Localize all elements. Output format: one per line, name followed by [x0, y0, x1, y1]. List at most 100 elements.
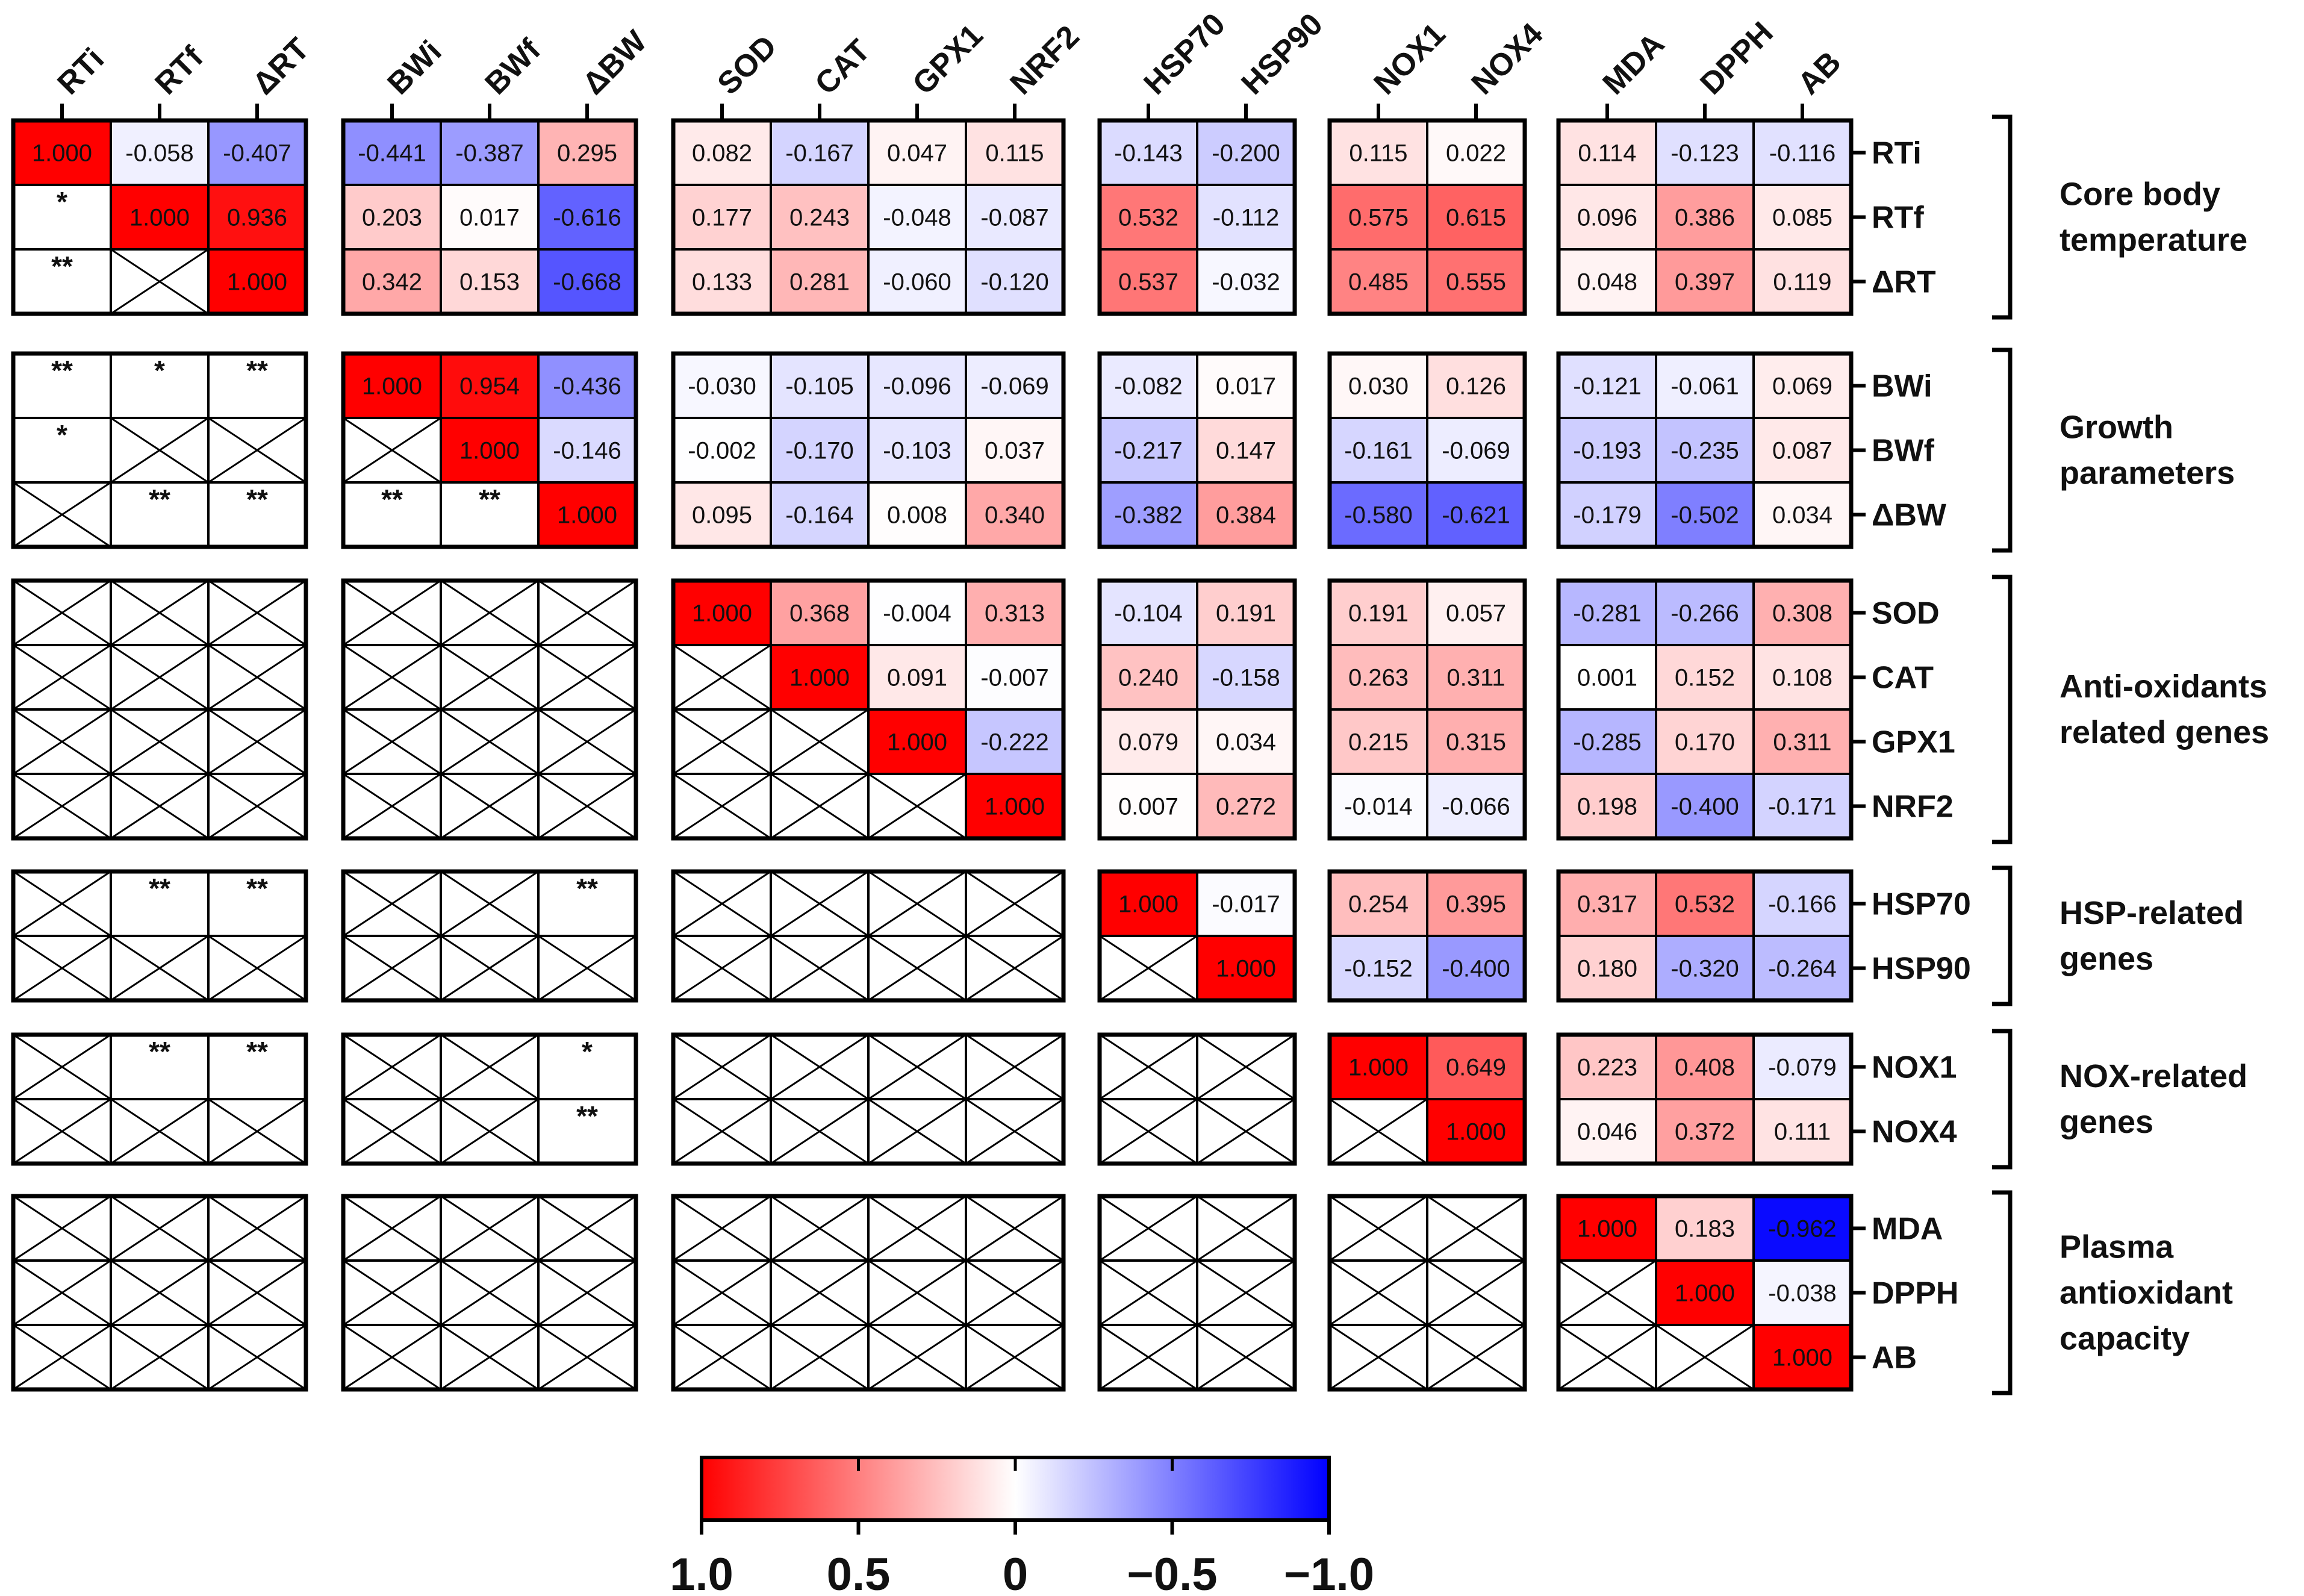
cell-dpph-dpph-value: 1.000 — [1675, 1280, 1735, 1307]
row-label-delta-bw: ΔBW — [1872, 498, 1947, 533]
cell-hsp70-gpx1-cross — [868, 870, 967, 937]
cell-cat-hsp70-value: 0.240 — [1118, 665, 1178, 691]
cell-bwf-ab-value: 0.087 — [1772, 438, 1832, 464]
cell-rti-delta-rt-value: -0.407 — [223, 140, 291, 167]
cell-rti-ab-value: -0.116 — [1769, 140, 1835, 167]
cell-bwi-bwf — [440, 352, 540, 419]
cell-hsp90-hsp90 — [1196, 935, 1296, 1002]
block-outline-0-4 — [1327, 118, 1527, 316]
cell-bwf-nox1-value: -0.161 — [1344, 438, 1412, 464]
cell-bwf-hsp70 — [1098, 417, 1198, 484]
cell-dpph-cat-cross — [770, 1259, 869, 1326]
cell-bwi-delta-rt-significance: ** — [246, 355, 268, 386]
cell-nox1-nrf2-cross — [965, 1033, 1064, 1100]
cell-nrf2-nox1 — [1328, 773, 1428, 840]
cell-bwi-dpph-value: -0.061 — [1670, 373, 1739, 400]
cell-cat-hsp70 — [1098, 644, 1198, 711]
row-label-rti: RTi — [1872, 136, 1922, 171]
group-label-3-line-1: genes — [2060, 941, 2153, 977]
group-label-1-line-1: parameters — [2060, 455, 2235, 491]
row-label-hsp90: HSP90 — [1872, 952, 1971, 987]
cell-delta-bw-delta-bw — [537, 481, 637, 548]
cell-sod-delta-rt-cross — [208, 579, 307, 646]
cell-rtf-rtf — [110, 184, 210, 251]
cell-cat-mda-value: 0.001 — [1577, 665, 1637, 691]
cell-gpx1-cat-cross — [770, 708, 869, 775]
cell-hsp90-delta-bw-cross — [538, 935, 637, 1002]
cell-cat-sod-cross — [673, 644, 771, 711]
cell-ab-gpx1-cross — [868, 1324, 967, 1391]
cell-rtf-mda-value: 0.096 — [1577, 205, 1637, 231]
cell-mda-hsp70-cross — [1099, 1195, 1198, 1262]
cell-bwf-rtf-cross — [110, 417, 209, 484]
block-outline-2-3 — [1097, 578, 1297, 841]
row-label-mda: MDA — [1872, 1212, 1943, 1247]
cell-bwi-nrf2-value: -0.069 — [980, 373, 1048, 400]
cell-cat-bwi-cross — [343, 644, 441, 711]
cell-delta-bw-nrf2-value: 0.340 — [985, 502, 1045, 529]
cell-sod-dpph-value: -0.266 — [1670, 600, 1739, 627]
cell-sod-mda-value: -0.281 — [1573, 600, 1641, 627]
cell-rti-bwf-value: -0.387 — [455, 140, 523, 167]
group-bracket-0 — [1992, 114, 2013, 320]
cell-cat-rtf-cross — [110, 644, 209, 711]
cell-dpph-nox4-cross — [1427, 1259, 1525, 1326]
cell-cat-nrf2 — [965, 644, 1065, 711]
col-label-hsp90: HSP90 — [1235, 7, 1330, 102]
cell-delta-bw-dpph — [1655, 481, 1755, 548]
cell-hsp90-dpph-value: -0.320 — [1670, 956, 1739, 982]
cell-gpx1-nox4-value: 0.315 — [1446, 729, 1506, 756]
col-label-nrf2: NRF2 — [1003, 19, 1086, 101]
group-bracket-1 — [1992, 348, 2013, 553]
cell-bwf-bwf-value: 1.000 — [459, 438, 520, 464]
block-outline-3-1 — [341, 869, 638, 1003]
group-label-2-line-0: Anti-oxidants — [2060, 669, 2267, 705]
cell-gpx1-dpph-value: 0.170 — [1675, 729, 1735, 756]
cell-bwf-hsp90 — [1196, 417, 1296, 484]
color-legend: 1.0 0.5 0 −0.5 −1.0 — [670, 1456, 1374, 1596]
row-label-nox4: NOX4 — [1872, 1115, 1957, 1150]
cell-nox4-gpx1-cross — [868, 1098, 967, 1165]
cell-delta-rt-delta-rt-value: 1.000 — [227, 269, 287, 296]
cell-hsp90-bwf-cross — [440, 935, 539, 1002]
cell-mda-nox1-cross — [1329, 1195, 1428, 1262]
cell-gpx1-nox1-value: 0.215 — [1348, 729, 1409, 756]
row-label-rtf: RTf — [1872, 201, 1924, 235]
cell-ab-sod-cross — [673, 1324, 771, 1391]
block-outline-3-3 — [1097, 869, 1297, 1003]
cell-cat-mda — [1557, 644, 1657, 711]
cell-nrf2-nrf2-value: 1.000 — [985, 794, 1045, 820]
cell-delta-bw-delta-bw-value: 1.000 — [557, 502, 617, 529]
group-bracket-5 — [1992, 1190, 2013, 1395]
cell-cat-rti-cross — [13, 644, 111, 711]
cell-sod-ab-value: 0.308 — [1772, 600, 1832, 627]
row-label-nox1: NOX1 — [1872, 1050, 1957, 1085]
cell-nox4-nox4-value: 1.000 — [1446, 1119, 1506, 1146]
block-outline-5-0 — [11, 1194, 308, 1392]
cell-delta-rt-bwi-value: 0.342 — [362, 269, 422, 296]
cell-bwi-nox1-value: 0.030 — [1348, 373, 1409, 400]
cell-bwi-mda-value: -0.121 — [1573, 373, 1641, 400]
cell-gpx1-nrf2-value: -0.222 — [980, 729, 1048, 756]
cell-cat-bwf-cross — [440, 644, 539, 711]
legend-tick-label-0: 1.0 — [670, 1549, 733, 1596]
cell-bwf-ab — [1752, 417, 1852, 484]
cell-delta-bw-nox1 — [1328, 481, 1428, 548]
cell-delta-bw-delta-rt-significance: ** — [246, 484, 268, 515]
cell-rtf-delta-rt-value: 0.936 — [227, 205, 287, 231]
cell-hsp90-nox4-value: -0.400 — [1442, 956, 1510, 982]
cell-delta-bw-cat-value: -0.164 — [785, 502, 853, 529]
cell-nrf2-nox1-value: -0.014 — [1344, 794, 1412, 820]
cell-rtf-nox4-value: 0.615 — [1446, 205, 1506, 231]
col-label-delta-rt: ΔRT — [246, 31, 316, 102]
cell-hsp90-sod-cross — [673, 935, 771, 1002]
block-outline-1-4 — [1327, 351, 1527, 549]
cell-rtf-hsp90 — [1196, 184, 1296, 251]
block-outline-1-2 — [671, 351, 1066, 549]
cell-nox4-bwf-cross — [440, 1098, 539, 1165]
cell-hsp90-hsp90-value: 1.000 — [1216, 956, 1276, 982]
cell-bwi-sod-value: -0.030 — [688, 373, 756, 400]
cell-rtf-nox1-value: 0.575 — [1348, 205, 1409, 231]
cell-rtf-dpph-value: 0.386 — [1675, 205, 1735, 231]
cell-nrf2-nrf2 — [965, 773, 1065, 840]
